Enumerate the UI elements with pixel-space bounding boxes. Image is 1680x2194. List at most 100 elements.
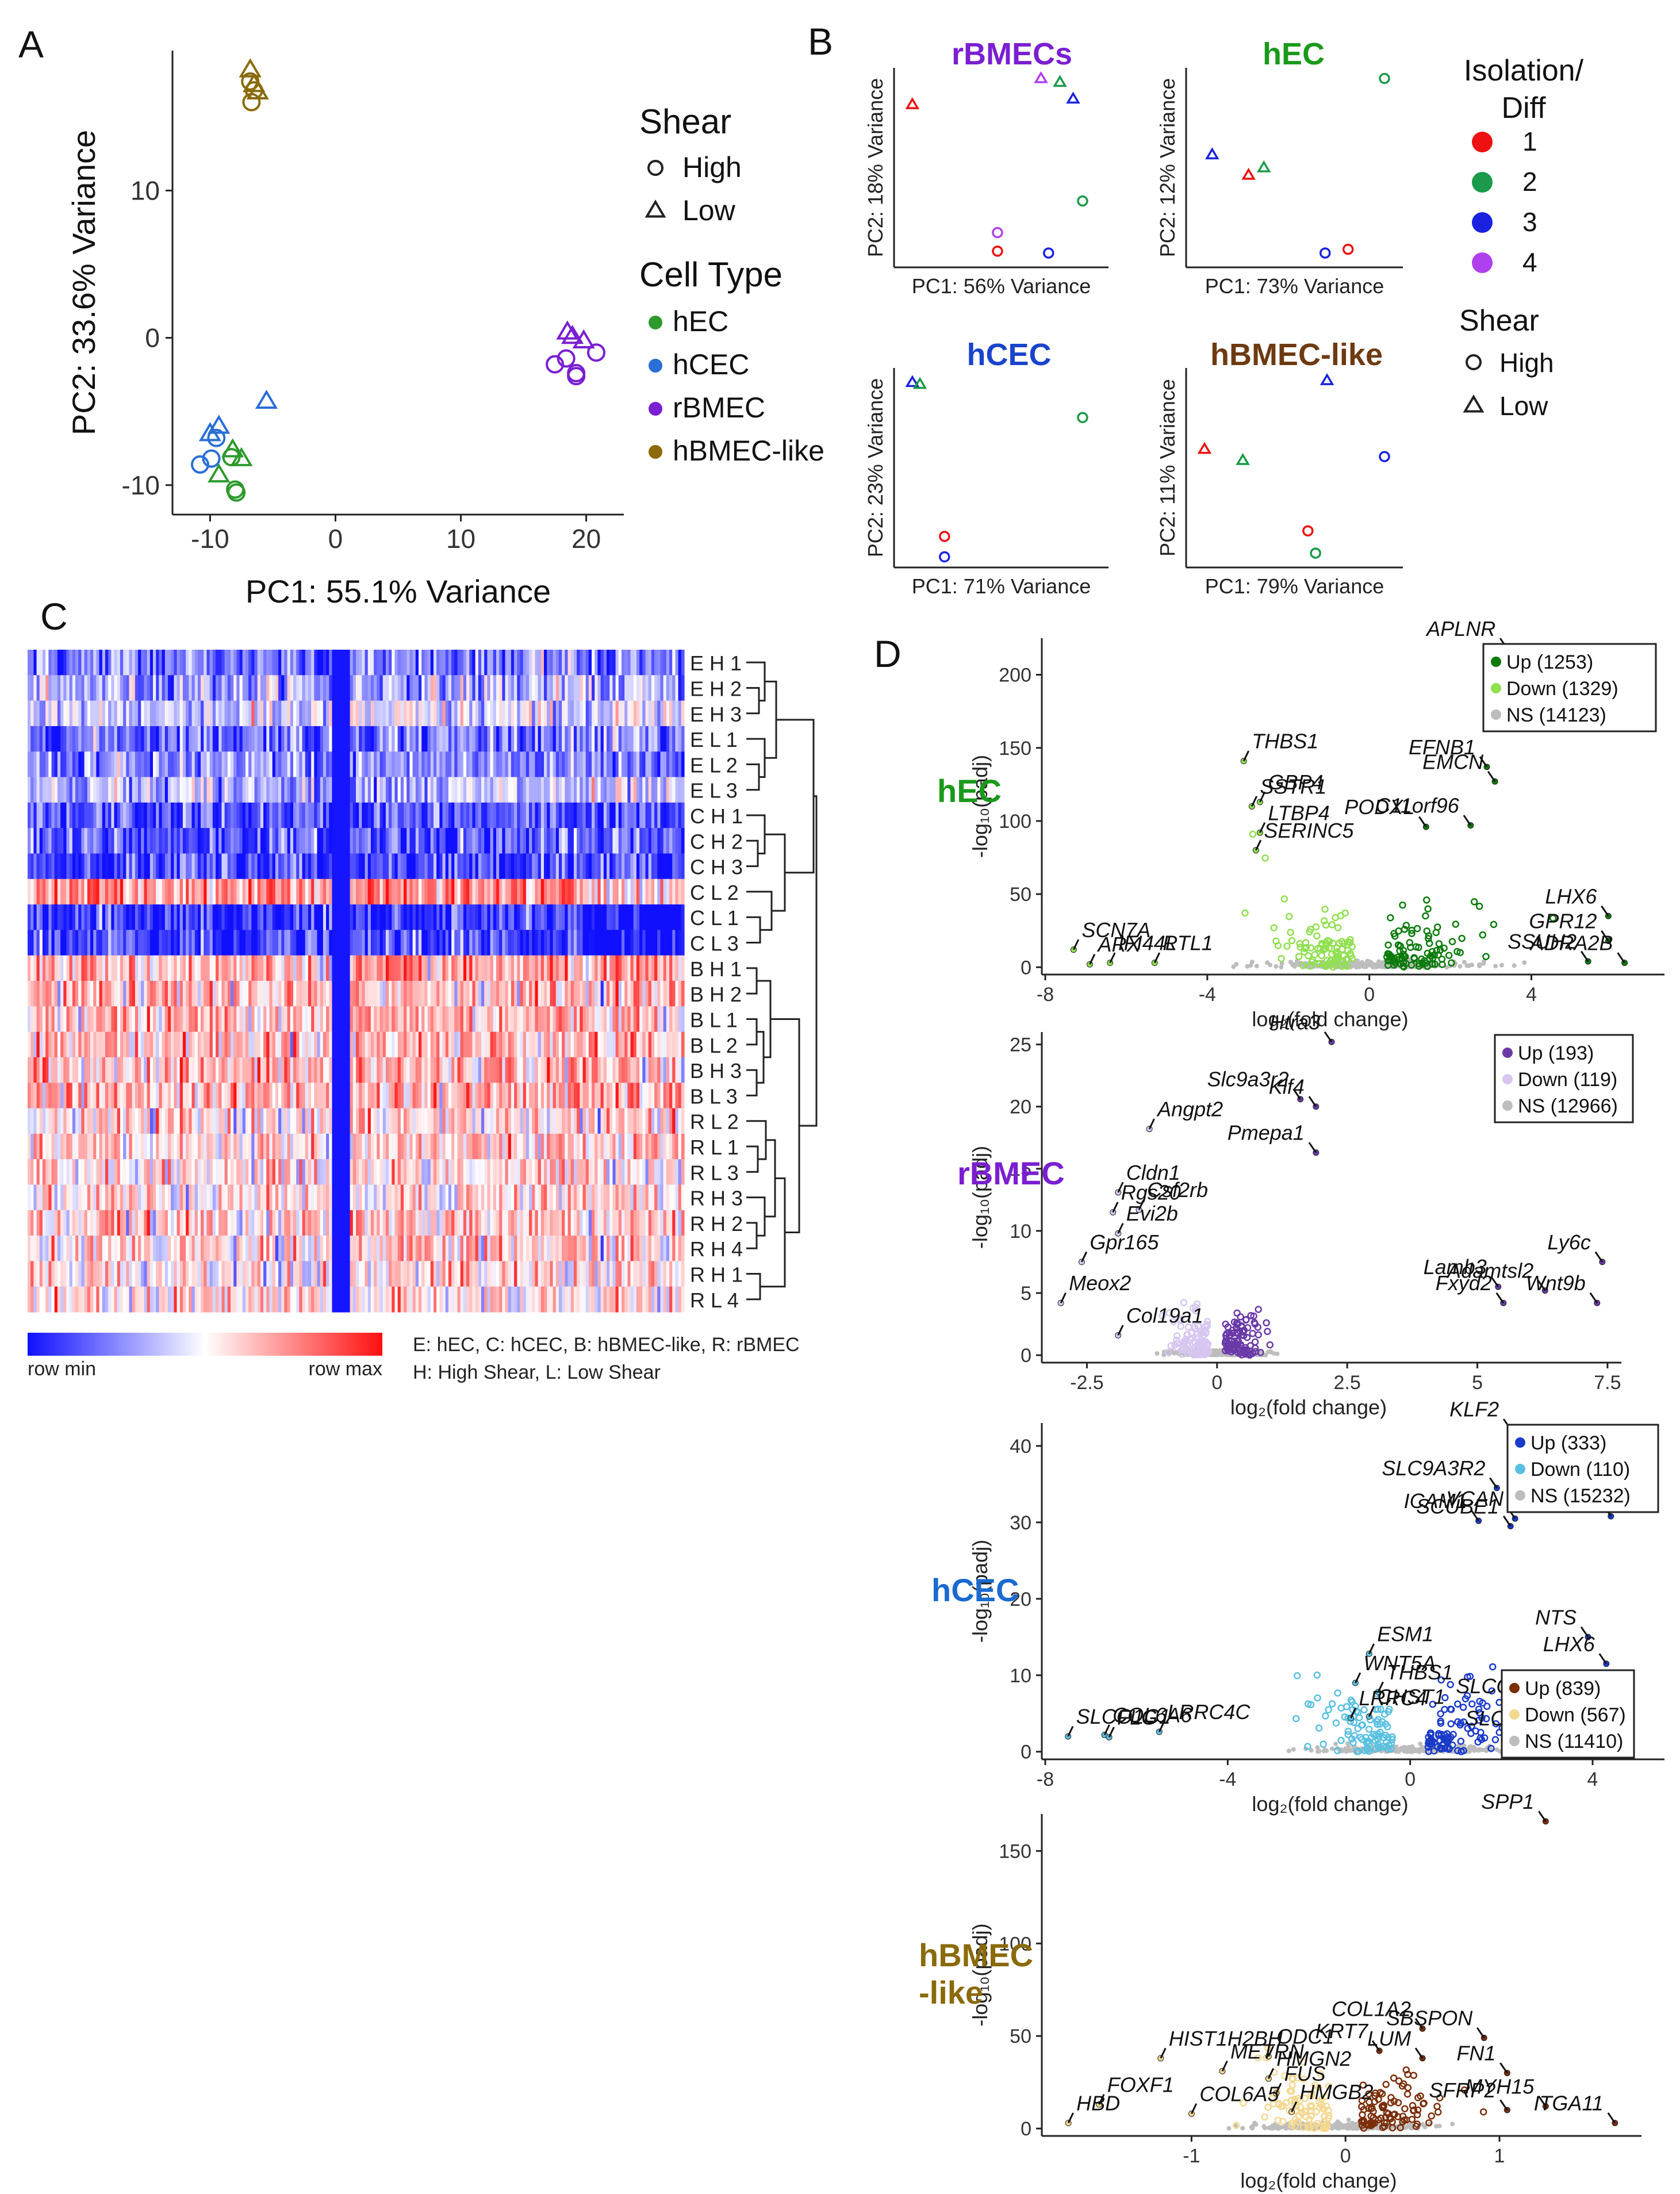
heatmap-cell (284, 853, 288, 880)
heatmap-cell (299, 930, 303, 956)
heatmap-cell (105, 853, 109, 880)
heatmap-cell (179, 1108, 183, 1134)
heatmap-cell (570, 828, 574, 854)
heatmap-cell (442, 675, 446, 701)
heatmap-cell (227, 650, 231, 676)
heatmap-cell (320, 1057, 324, 1083)
heatmap-cell (39, 981, 43, 1007)
heatmap-cell (302, 1184, 306, 1211)
heatmap-cell (532, 1159, 536, 1186)
heatmap-cell (475, 802, 479, 828)
heatmap-cell (439, 1031, 443, 1058)
heatmap-cell (356, 1133, 359, 1160)
heatmap-cell (448, 700, 452, 727)
heatmap-cell (681, 1083, 685, 1109)
heatmap-cell (254, 777, 258, 803)
heatmap-cell (305, 1031, 309, 1058)
heatmap-cell (370, 930, 374, 956)
heatmap-cell (99, 1108, 103, 1134)
heatmap-cell (433, 853, 437, 880)
heatmap-cell (45, 1210, 49, 1236)
heatmap-cell (149, 777, 154, 803)
heatmap-cell (657, 1108, 661, 1134)
heatmap-cell (63, 828, 67, 854)
heatmap-cell (233, 904, 237, 930)
heatmap-cell (197, 650, 201, 676)
heatmap-cell (201, 1108, 204, 1134)
heatmap-cell (651, 802, 655, 828)
heatmap-cell (81, 700, 85, 727)
heatmap-cell (153, 700, 156, 727)
heatmap-cell (174, 879, 178, 905)
heatmap-cell (585, 1108, 589, 1134)
heatmap-cell (45, 751, 49, 778)
heatmap-cell (499, 1108, 503, 1134)
heatmap-cell (540, 1184, 544, 1211)
heatmap-cell (51, 981, 55, 1007)
heatmap-cell (212, 675, 216, 701)
heatmap-cell (191, 904, 195, 930)
heatmap-cell (481, 981, 485, 1007)
heatmap-cell (126, 955, 130, 981)
heatmap-cell (132, 828, 136, 854)
heatmap-cell (377, 955, 381, 981)
heatmap-cell (487, 700, 491, 727)
heatmap-cell (296, 1159, 300, 1186)
heatmap-cell (400, 1057, 404, 1083)
heatmap-cell (484, 777, 488, 803)
heatmap-cell (209, 675, 213, 701)
heatmap-cell (174, 700, 178, 727)
heatmap-cell (547, 802, 551, 828)
heatmap-cell (272, 1133, 276, 1160)
heatmap-cell (409, 981, 413, 1007)
heatmap-cell (460, 700, 464, 727)
heatmap-cell (317, 828, 321, 854)
heatmap-cell (93, 650, 97, 676)
heatmap-cell (159, 777, 163, 803)
heatmap-cell (612, 1108, 616, 1134)
heatmap-cell (90, 1133, 94, 1160)
heatmap-cell (224, 955, 228, 981)
heatmap-cell (102, 1133, 106, 1160)
heatmap-cell (54, 1210, 58, 1236)
heatmap-cell (624, 700, 628, 727)
heatmap-cell (678, 981, 682, 1007)
heatmap-cell (81, 955, 85, 981)
heatmap-cell (347, 700, 351, 727)
heatmap-cell (415, 1057, 419, 1083)
heatmap-cell (314, 828, 318, 854)
heatmap-cell (639, 1159, 643, 1186)
heatmap-cell (424, 1133, 428, 1160)
heatmap-cell (75, 879, 79, 905)
heatmap-cell (299, 904, 303, 930)
heatmap-cell (592, 904, 595, 930)
heatmap-cell (424, 802, 428, 828)
heatmap-cell (191, 650, 195, 676)
heatmap-cell (645, 1031, 649, 1058)
heatmap-cell (565, 879, 569, 905)
data-point (1066, 91, 1080, 104)
heatmap-cell (66, 700, 70, 727)
heatmap-cell (248, 955, 252, 981)
heatmap-cell (385, 879, 389, 905)
heatmap-cell (233, 650, 237, 676)
heatmap-cell (532, 828, 536, 854)
heatmap-cell (567, 904, 571, 930)
heatmap-cell (84, 751, 88, 778)
heatmap-cell (484, 1057, 488, 1083)
heatmap-cell (669, 828, 673, 854)
heatmap-cell (409, 853, 413, 880)
heatmap-cell (502, 904, 506, 930)
heatmap-cell (672, 802, 676, 828)
heatmap-cell (550, 700, 554, 727)
heatmap-cell (177, 1031, 181, 1058)
heatmap-cell (347, 1057, 351, 1083)
heatmap-cell (484, 981, 488, 1007)
heatmap-cell (540, 981, 544, 1007)
heatmap-cell (460, 751, 464, 778)
heatmap-cell (281, 802, 285, 828)
heatmap-cell (615, 726, 619, 752)
heatmap-cell (177, 1057, 181, 1083)
heatmap-cell (639, 1184, 643, 1211)
heatmap-cell (224, 777, 228, 803)
